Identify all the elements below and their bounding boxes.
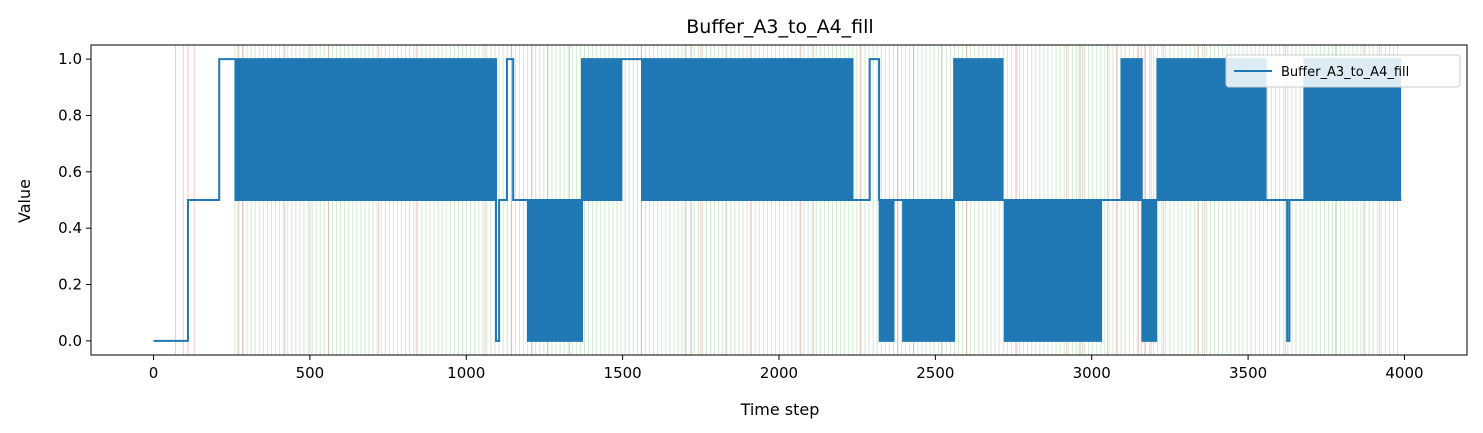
y-axis-label: Value: [15, 179, 34, 223]
y-axis-ticks: 0.0 0.2 0.4 0.6 0.8 1.0: [58, 50, 91, 350]
y-tick-label: 0.4: [58, 219, 82, 237]
x-tick-label: 1500: [604, 364, 642, 382]
legend-label: Buffer_A3_to_A4_fill: [1281, 65, 1409, 80]
x-tick-label: 1000: [447, 364, 485, 382]
x-tick-label: 2500: [916, 364, 954, 382]
legend: Buffer_A3_to_A4_fill: [1225, 54, 1461, 88]
y-tick-label: 0.2: [58, 276, 82, 294]
series-line: [153, 58, 1402, 342]
x-axis-label: Time step: [740, 400, 820, 419]
y-tick-label: 0.8: [58, 106, 82, 124]
x-tick-label: 500: [296, 364, 325, 382]
x-tick-label: 3000: [1073, 364, 1111, 382]
legend-box: [1225, 54, 1461, 88]
chart-title: Buffer_A3_to_A4_fill: [686, 16, 873, 38]
x-tick-label: 3500: [1229, 364, 1267, 382]
x-tick-label: 4000: [1385, 364, 1423, 382]
series-layer: [153, 58, 1402, 342]
x-tick-label: 0: [149, 364, 159, 382]
x-axis-ticks: 0 500 1000 1500 2000 2500 3000 3500 4000: [149, 355, 1424, 382]
y-tick-label: 1.0: [58, 50, 82, 68]
y-tick-label: 0.0: [58, 332, 82, 350]
x-tick-label: 2000: [760, 364, 798, 382]
y-tick-label: 0.6: [58, 163, 82, 181]
